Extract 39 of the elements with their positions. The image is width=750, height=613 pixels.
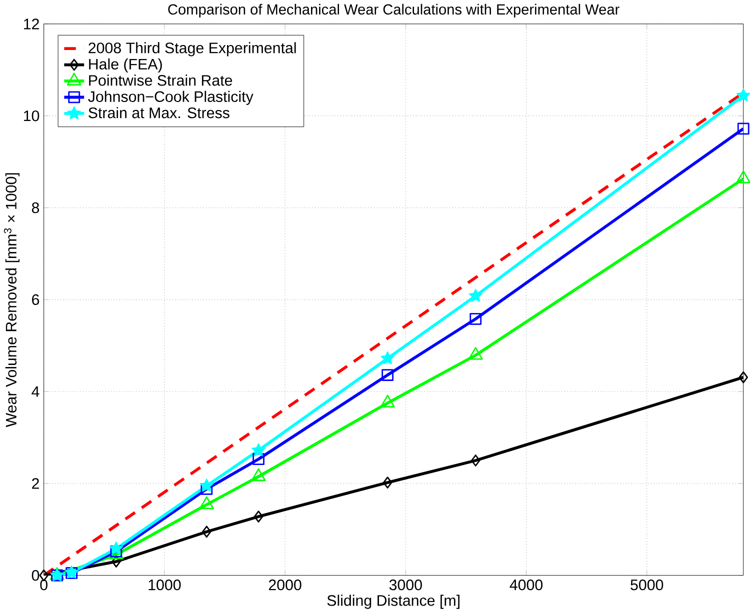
point bbox=[380, 351, 395, 365]
point bbox=[112, 556, 121, 568]
legend-label: 2008 Third Stage Experimental bbox=[88, 42, 296, 56]
legend-label: Johnson−Cook Plasticity bbox=[88, 90, 254, 106]
point bbox=[202, 526, 212, 538]
point bbox=[470, 454, 480, 467]
x-axis-title: Sliding Distance [m] bbox=[327, 594, 460, 609]
x-tick-label: 3000 bbox=[389, 580, 422, 590]
point bbox=[382, 369, 394, 382]
y-axis-title: Wear Volume Removed [mm$^{3}$ × 1000] bbox=[4, 173, 20, 428]
y-tick-label: 0 bbox=[32, 570, 40, 581]
point bbox=[254, 510, 264, 523]
y-tick-label: 8 bbox=[32, 202, 40, 214]
point bbox=[468, 288, 483, 302]
point bbox=[736, 170, 750, 184]
y-tick-label: 12 bbox=[24, 18, 39, 30]
point bbox=[252, 453, 264, 466]
legend-label: Strain at Max. Stress bbox=[88, 107, 230, 118]
chart-title: Comparison of Mechanical Wear Calculations with Experimental Wear bbox=[168, 4, 620, 18]
point bbox=[252, 443, 266, 456]
legend-label: Hale (FEA) bbox=[89, 58, 162, 73]
x-tick-label: 1000 bbox=[148, 580, 181, 590]
point bbox=[737, 122, 750, 135]
point bbox=[738, 371, 748, 384]
y-tick-label: 2 bbox=[32, 478, 39, 489]
point bbox=[109, 542, 124, 555]
x-tick-label: 5000 bbox=[630, 580, 664, 590]
point bbox=[468, 347, 483, 360]
y-tick-label: 10 bbox=[24, 110, 40, 122]
point bbox=[382, 476, 392, 489]
point bbox=[200, 478, 214, 492]
point bbox=[200, 483, 213, 496]
x-tick-label: 4000 bbox=[510, 580, 543, 590]
y-tick-label: 6 bbox=[32, 294, 40, 306]
point bbox=[470, 313, 482, 326]
y-tick-label: 4 bbox=[32, 386, 40, 397]
legend-label: Pointwise Strain Rate bbox=[89, 74, 232, 86]
x-tick-label: 2000 bbox=[268, 580, 302, 590]
point bbox=[736, 88, 750, 102]
